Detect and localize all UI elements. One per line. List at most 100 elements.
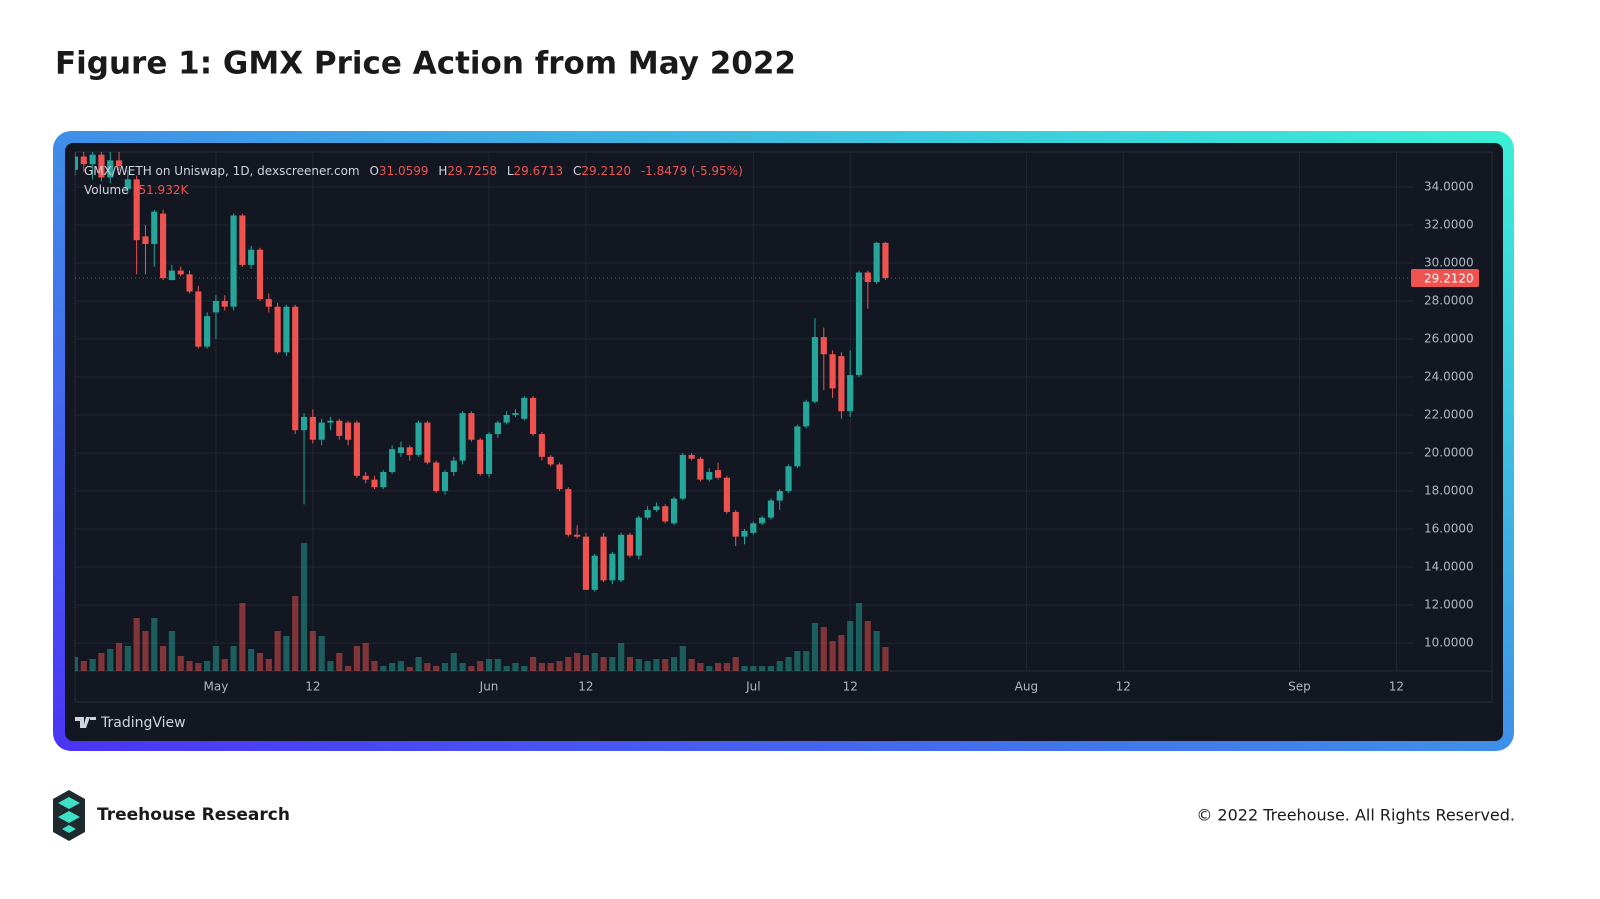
- volume-bar: [750, 666, 757, 671]
- volume-bar: [653, 658, 660, 671]
- volume-bar: [441, 663, 449, 671]
- volume-bar: [406, 666, 413, 671]
- candle-body: [785, 466, 792, 492]
- y-tick-label: 24.0000: [1424, 370, 1474, 384]
- candle-body: [450, 460, 457, 473]
- volume-bar: [882, 647, 889, 671]
- candle-body: [759, 517, 766, 524]
- brand-name: Treehouse Research: [97, 805, 290, 825]
- plot-area: [75, 152, 1414, 671]
- candle-body: [776, 491, 783, 501]
- candle-body: [697, 458, 704, 480]
- candle-body: [811, 337, 819, 402]
- y-tick-label: 26.0000: [1424, 331, 1474, 345]
- axes: 10.0000 12.0000 14.0000 16.0000 18.0000 20.00…: [204, 179, 1479, 694]
- volume-bar: [785, 656, 792, 671]
- volume-bar: [107, 649, 114, 671]
- volume-bar: [221, 658, 228, 671]
- candle-body: [195, 291, 202, 347]
- page-title: Figure 1: GMX Price Action from May 2022: [55, 46, 796, 82]
- x-tick-label: 12: [1116, 680, 1131, 694]
- volume-bar: [336, 652, 343, 671]
- volume-bar: [732, 656, 739, 671]
- volume-bar: [538, 663, 545, 671]
- candle-body: [556, 464, 563, 490]
- volume-bar: [829, 641, 836, 671]
- volume-bar: [397, 661, 405, 671]
- candle-body: [345, 422, 352, 440]
- volume-bar: [679, 646, 686, 671]
- candle-body: [177, 270, 184, 275]
- candle-body: [459, 413, 466, 461]
- candle-body: [265, 299, 272, 307]
- volume-bar: [547, 663, 554, 671]
- volume-bar: [521, 666, 528, 671]
- candle-body: [706, 472, 713, 480]
- volume-bar: [803, 650, 810, 671]
- legend-close-label: C: [573, 164, 581, 178]
- x-tick-label: May: [204, 680, 229, 694]
- candle-body: [336, 420, 343, 436]
- candle-body: [600, 536, 607, 581]
- candle-body: [248, 249, 255, 265]
- volume-bar: [574, 652, 581, 671]
- volume-bar: [459, 663, 466, 671]
- watermark: TradingView: [100, 715, 186, 731]
- tradingview-logo: TradingView: [75, 715, 186, 731]
- volume-bar: [75, 656, 79, 671]
- candle-body: [221, 300, 228, 307]
- legend-line: GMX/WETH on Uniswap, 1D, dexscreener.com…: [84, 164, 743, 178]
- candle-body: [591, 555, 598, 590]
- volume-bar: [160, 646, 167, 671]
- legend-high: 29.7258: [447, 164, 497, 178]
- y-tick-label: 16.0000: [1424, 522, 1474, 536]
- volume-bar: [741, 666, 748, 671]
- volume-bar: [292, 596, 299, 671]
- candle-body: [98, 154, 105, 178]
- volume-bar: [98, 652, 105, 671]
- candle-body: [855, 272, 863, 376]
- volume-bar: [177, 655, 184, 671]
- y-tick-label: 18.0000: [1424, 484, 1474, 498]
- candle-body: [151, 211, 158, 244]
- y-tick-label: 12.0000: [1424, 598, 1474, 612]
- candle-body: [115, 160, 123, 167]
- candle-body: [362, 475, 369, 480]
- x-tick-label: Aug: [1015, 680, 1038, 694]
- chart-panel: [65, 143, 1503, 741]
- volume-bar: [477, 661, 484, 671]
- volume-bar: [212, 646, 220, 671]
- candle-body: [494, 422, 501, 435]
- y-tick-label: 32.0000: [1424, 217, 1474, 231]
- candle-body: [300, 416, 308, 431]
- candle-body: [521, 397, 528, 419]
- volume-bar: [706, 666, 713, 671]
- candle-body: [204, 316, 211, 347]
- volume-bar: [485, 658, 493, 671]
- volume-bar: [389, 663, 396, 671]
- volume-bar: [582, 655, 590, 671]
- volume-bar: [327, 661, 334, 671]
- candle-body: [750, 523, 757, 533]
- legend-change: -1.8479 (-5.95%): [641, 164, 743, 178]
- candle-body: [468, 413, 475, 440]
- candle-body: [318, 422, 325, 440]
- volume-bar: [838, 635, 845, 671]
- candle-body: [803, 401, 810, 427]
- candle-body: [477, 439, 484, 474]
- x-tick-label: Jul: [745, 680, 760, 694]
- volume-bar: [776, 661, 783, 671]
- candle-body: [239, 215, 246, 265]
- legend-low-label: L: [507, 164, 514, 178]
- volume-bar: [714, 663, 722, 671]
- volume-bar: [274, 630, 281, 671]
- volume-bar: [609, 656, 616, 671]
- candle-body: [847, 375, 854, 412]
- candle-body: [635, 517, 642, 556]
- volume-bar: [450, 652, 457, 671]
- candle-body: [679, 454, 686, 499]
- candle-body: [670, 498, 678, 524]
- candle-body: [107, 160, 114, 178]
- volume-bar: [600, 656, 607, 671]
